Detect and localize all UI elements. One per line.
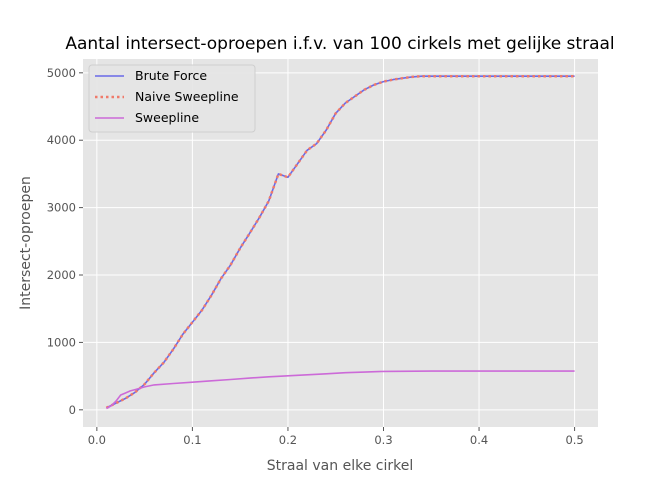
x-axis-ticks: 0.0 0.1 0.2 0.3 0.4 0.5 (88, 427, 584, 447)
series-line-naive-sweepline (105, 74, 575, 409)
series-line-sweepline (106, 370, 575, 410)
y-tick-label: 3000 (47, 201, 76, 215)
legend-label-naive-sweepline: Naive Sweepline (135, 89, 239, 104)
y-tick-label: 0 (69, 403, 76, 417)
y-tick-label: 4000 (47, 133, 76, 147)
legend-label-brute-force: Brute Force (135, 68, 207, 83)
y-tick-label: 1000 (47, 335, 76, 349)
x-tick-label: 0.3 (374, 433, 392, 447)
y-axis-ticks: 0 1000 2000 3000 4000 5000 (47, 66, 83, 417)
legend: Brute Force Naive Sweepline Sweepline (88, 64, 256, 133)
y-axis-label: Intersect-oproepen (18, 176, 34, 310)
legend-box (88, 64, 256, 133)
x-tick-label: 0.1 (183, 433, 201, 447)
legend-label-sweepline: Sweepline (135, 110, 199, 125)
y-tick-label: 2000 (47, 268, 76, 282)
x-tick-label: 0.4 (470, 433, 488, 447)
series-layer (105, 74, 575, 410)
chart-title: Aantal intersect-oproepen i.f.v. van 100… (65, 34, 614, 54)
y-tick-label: 5000 (47, 66, 76, 80)
x-tick-label: 0.0 (88, 433, 106, 447)
x-tick-label: 0.5 (565, 433, 583, 447)
x-tick-label: 0.2 (279, 433, 297, 447)
y-gridlines (83, 72, 598, 411)
x-axis-label: Straal van elke cirkel (267, 458, 413, 474)
